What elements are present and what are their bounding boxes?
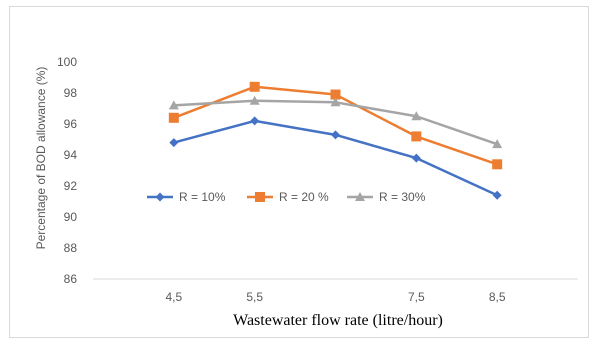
- y-tick-label: 86: [64, 272, 78, 286]
- data-point: [249, 95, 260, 105]
- x-axis-ticks: 4,5 5,5 7,5 8,5: [165, 290, 505, 304]
- y-tick-label: 96: [64, 117, 78, 131]
- series-1: [169, 116, 502, 200]
- chart-frame: [9, 6, 589, 338]
- legend-item: R = 20 %: [247, 190, 329, 204]
- x-axis-label: Wastewater flow rate (litre/hour): [233, 312, 443, 329]
- data-point: [168, 112, 179, 123]
- data-point: [250, 116, 260, 126]
- series-2: [168, 81, 503, 170]
- y-axis-label: Percentage of BOD allowance (%): [34, 67, 48, 250]
- y-tick-label: 88: [64, 241, 78, 255]
- data-point: [330, 89, 341, 100]
- data-point: [330, 97, 341, 107]
- x-tick-label: 8,5: [489, 290, 506, 304]
- legend-marker: [355, 192, 365, 201]
- data-point: [331, 130, 340, 140]
- data-point: [169, 138, 179, 148]
- data-point: [249, 81, 260, 92]
- series-3: [168, 95, 503, 149]
- x-tick-label: 4,5: [165, 290, 182, 304]
- y-tick-label: 92: [64, 179, 78, 193]
- legend-label: R = 20 %: [279, 190, 329, 204]
- legend-marker: [255, 192, 265, 202]
- x-tick-label: 5,5: [246, 290, 263, 304]
- series-layer: [168, 81, 503, 200]
- y-tick-label: 90: [64, 210, 78, 224]
- y-axis-ticks: 86 88 90 92 94 96 98 100: [57, 55, 77, 286]
- data-point: [492, 159, 503, 170]
- y-tick-label: 98: [64, 86, 78, 100]
- data-point: [411, 111, 422, 121]
- x-tick-label: 7,5: [408, 290, 425, 304]
- data-point: [168, 100, 179, 110]
- legend-label: R = 10%: [179, 190, 226, 204]
- legend-item: R = 10%: [147, 190, 226, 204]
- data-point: [492, 190, 502, 200]
- legend-item: R = 30%: [347, 190, 426, 204]
- data-point: [492, 139, 503, 149]
- data-point: [411, 153, 421, 163]
- legend: R = 10% R = 20 % R = 30%: [147, 190, 426, 204]
- legend-label: R = 30%: [379, 190, 426, 204]
- data-point: [411, 131, 422, 142]
- y-tick-label: 100: [57, 55, 77, 69]
- y-tick-label: 94: [64, 148, 78, 162]
- legend-marker: [155, 192, 165, 202]
